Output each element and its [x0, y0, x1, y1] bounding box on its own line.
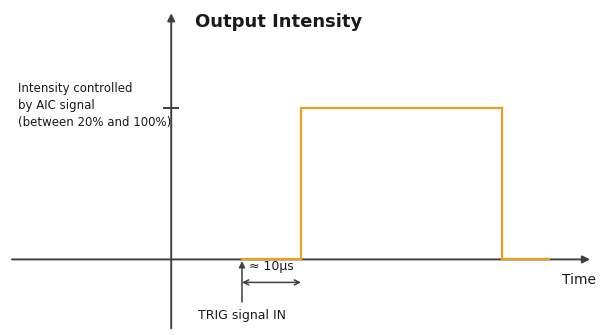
Text: TRIG signal IN: TRIG signal IN: [198, 309, 286, 322]
Text: Time: Time: [562, 273, 596, 286]
Text: Intensity controlled
by AIC signal
(between 20% and 100%): Intensity controlled by AIC signal (betw…: [18, 82, 171, 129]
Text: ≈ 10μs: ≈ 10μs: [249, 260, 294, 273]
Text: Output Intensity: Output Intensity: [195, 13, 362, 31]
